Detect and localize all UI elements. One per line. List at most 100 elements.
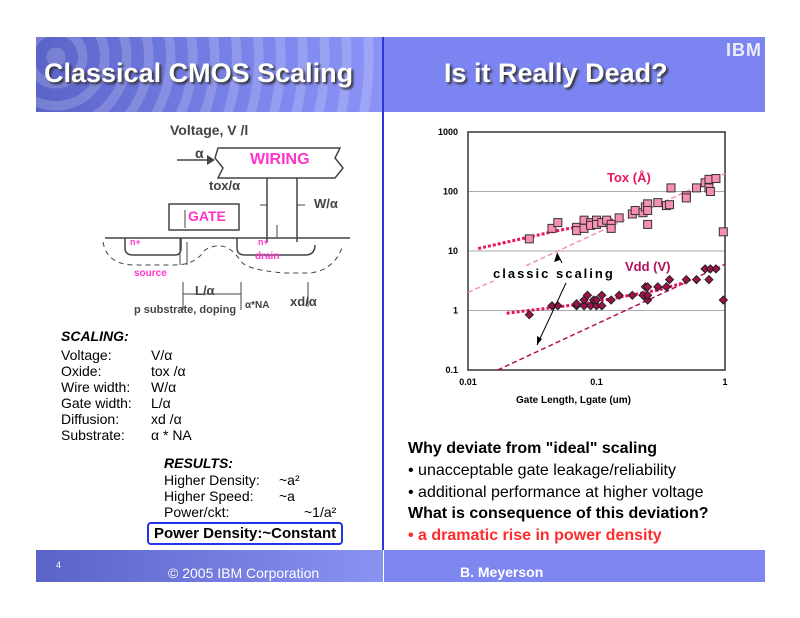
- vdd-point: [681, 274, 692, 285]
- row-value: L/α: [151, 395, 171, 411]
- tox-point: [665, 200, 675, 210]
- trend-line: [477, 217, 620, 251]
- tox-point: [653, 198, 663, 208]
- tox-series-label: Tox (Å): [607, 170, 651, 185]
- vdd-point: [582, 290, 593, 301]
- ibm-logo: IBM: [726, 40, 762, 60]
- x-tick-label: 1: [722, 377, 727, 387]
- scaling-row: Wire width: W/α: [61, 379, 192, 395]
- results-row: Higher Speed: ~a: [164, 488, 336, 504]
- row-value: V/α: [151, 347, 173, 363]
- tox-point: [572, 226, 582, 236]
- divider: [382, 37, 384, 550]
- x-axis-label: Gate Length, Lgate (um): [516, 395, 631, 406]
- source-label: source: [134, 268, 167, 279]
- n-right-label: n+: [258, 237, 269, 247]
- row-label: Substrate:: [61, 427, 125, 443]
- vdd-point: [642, 290, 653, 301]
- n-left-label: n+: [130, 237, 141, 247]
- doping-label: α*NA: [245, 300, 270, 311]
- tox-point: [681, 193, 691, 203]
- tox-point: [643, 219, 653, 229]
- tox-point: [630, 205, 640, 215]
- row-value: ~1/a²: [304, 504, 337, 520]
- row-value: α * NA: [151, 427, 192, 443]
- results-table: Higher Density: ~a² Higher Speed: ~a Power…: [164, 472, 336, 520]
- scaling-heading: SCALING:: [61, 328, 129, 344]
- row-value: tox /α: [151, 363, 186, 379]
- footer-right-band: [384, 550, 765, 582]
- w-label: W/α: [314, 196, 338, 211]
- vdd-point: [627, 290, 638, 301]
- left-title: Classical CMOS Scaling: [44, 58, 354, 88]
- page-number: 4: [56, 560, 62, 570]
- vdd-point: [642, 295, 653, 305]
- row-value: xd /α: [151, 411, 182, 427]
- tox-point: [524, 234, 534, 244]
- row-value: ~a²: [279, 472, 300, 488]
- vdd-point: [642, 282, 653, 292]
- vdd-point: [597, 290, 607, 301]
- tox-point: [718, 227, 728, 237]
- tox-point: [705, 187, 715, 196]
- scaling-row: Oxide: tox /α: [61, 363, 192, 379]
- row-value: ~a: [279, 488, 295, 504]
- row-label: Higher Speed:: [164, 488, 254, 504]
- scaling-row: Substrate: α * NA: [61, 427, 192, 443]
- vdd-point: [591, 295, 602, 305]
- row-label: Wire width:: [61, 379, 131, 395]
- tox-point: [547, 223, 557, 233]
- y-tick-label: 0.1: [445, 365, 458, 375]
- vdd-point: [718, 295, 729, 305]
- y-tick-label: 1000: [438, 127, 458, 137]
- x-tick-label: 0.1: [590, 377, 603, 387]
- tox-point: [606, 223, 616, 233]
- vdd-point: [691, 274, 702, 285]
- tox-point: [553, 218, 563, 228]
- question-1: Why deviate from "ideal" scaling: [408, 440, 658, 457]
- x-tick-label: 0.01: [459, 377, 477, 387]
- tox-point: [666, 183, 676, 193]
- classic-scaling-label: classic scaling: [493, 266, 615, 281]
- vdd-point: [653, 282, 663, 292]
- vdd-point: [579, 301, 589, 311]
- bullet-2: • additional performance at higher volta…: [408, 484, 704, 501]
- arrowhead: [537, 336, 542, 345]
- l-label: L/α: [195, 283, 215, 298]
- vdd-point: [711, 264, 721, 274]
- row-label: Gate width:: [61, 395, 132, 411]
- scaling-row: Voltage: V/α: [61, 347, 192, 363]
- y-tick-label: 10: [448, 246, 458, 256]
- diagram-title: Voltage, V /l: [170, 122, 249, 138]
- alpha-label: α: [195, 145, 204, 161]
- tox-point: [711, 174, 721, 184]
- drain-label: drain: [255, 251, 280, 262]
- bullet-3: • a dramatic rise in power density: [408, 527, 662, 544]
- plot-frame: [467, 131, 726, 371]
- vdd-point: [524, 309, 535, 320]
- tox-point: [614, 213, 624, 223]
- row-value: W/α: [151, 379, 177, 395]
- row-label: Power/ckt:: [164, 504, 230, 520]
- row-label: Higher Density:: [164, 472, 260, 488]
- tox-label: tox/α: [209, 178, 241, 193]
- tox-point: [691, 183, 701, 193]
- power-density-box: Power Density:~Constant: [147, 522, 344, 545]
- vdd-point: [571, 299, 582, 309]
- tox-point: [643, 205, 653, 215]
- footer-left-band: [36, 550, 383, 582]
- substrate-label: p substrate, doping: [134, 304, 237, 316]
- arrowhead: [554, 253, 560, 262]
- results-row: Higher Density: ~a²: [164, 472, 336, 488]
- right-title: Is it Really Dead?: [444, 58, 668, 88]
- vdd-point: [664, 274, 675, 285]
- vdd-point: [606, 295, 616, 305]
- header-right-band: [384, 37, 765, 112]
- y-tick-label: 1: [453, 306, 458, 316]
- vdd-point: [614, 290, 624, 301]
- gate-label: GATE: [188, 208, 226, 224]
- scaling-row: Diffusion: xd /α: [61, 411, 192, 427]
- wiring-label: WIRING: [250, 151, 310, 168]
- vdd-point: [704, 274, 714, 285]
